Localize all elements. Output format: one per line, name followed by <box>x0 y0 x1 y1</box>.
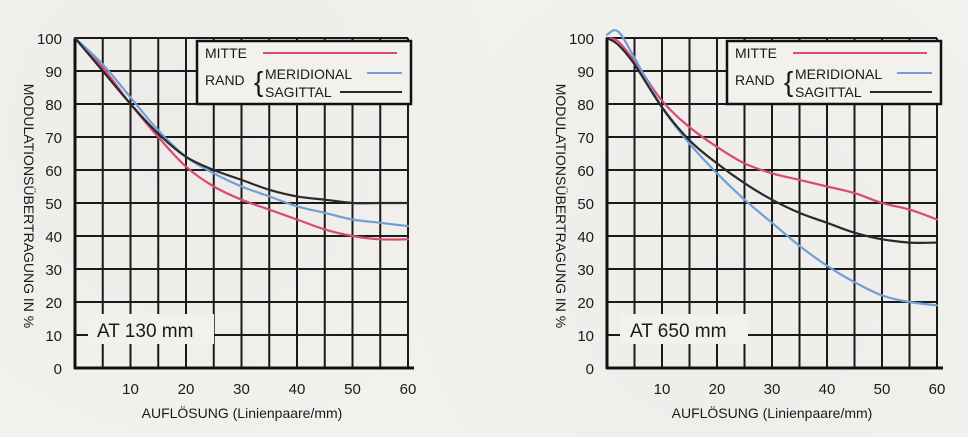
y-tick-label: 40 <box>45 229 62 246</box>
y-tick-label: 30 <box>577 262 594 279</box>
y-tick-label: 0 <box>586 361 594 378</box>
legend-label-meridional: MERIDIONAL <box>795 66 882 82</box>
x-tick-label: 50 <box>874 381 891 398</box>
chart-1: 0 10 20 30 40 50 60 70 80 90 100 10 20 30 40 50 60 AUFLÖS… <box>21 31 416 421</box>
x-tick-label: 60 <box>929 381 946 398</box>
y-tick-label: 80 <box>45 97 62 114</box>
annotation-background <box>88 314 214 344</box>
y-tick-label: 30 <box>45 262 62 279</box>
legend-label-meridional: MERIDIONAL <box>265 66 352 82</box>
legend-label-mitte: MITTE <box>205 45 247 61</box>
x-axis-label: AUFLÖSUNG (Linienpaare/mm) <box>672 404 873 421</box>
legend: MITTE RAND {MERIDIONAL SAGITTAL <box>195 39 413 106</box>
y-tick-label: 60 <box>577 163 594 180</box>
y-tick-label: 20 <box>45 295 62 312</box>
legend-label-mitte: MITTE <box>735 45 777 61</box>
x-axis-label: AUFLÖSUNG (Linienpaare/mm) <box>142 404 343 421</box>
x-tick-label: 60 <box>400 381 417 398</box>
x-tick-label: 10 <box>654 381 671 398</box>
y-tick-label: 100 <box>37 31 62 48</box>
x-tick-label: 40 <box>819 381 836 398</box>
y-tick-label: 80 <box>577 97 594 114</box>
y-tick-label: 100 <box>569 31 594 48</box>
y-tick-label: 50 <box>577 196 594 213</box>
series-line-sagittal <box>73 36 410 205</box>
y-tick-label: 60 <box>45 163 62 180</box>
annotation-background <box>620 314 748 344</box>
y-tick-label: 70 <box>577 130 594 147</box>
legend-brace: { <box>254 66 263 97</box>
legend-label-rand: RAND <box>735 72 775 88</box>
series-line-mitte <box>605 36 939 221</box>
y-tick-label: 0 <box>54 361 62 378</box>
y-tick-label: 90 <box>577 64 594 81</box>
y-axis-label: MODULATIONSÜBERTRAGUNG IN % <box>553 84 570 329</box>
focal-length-annotation: AT 130 mm <box>97 321 193 342</box>
y-tick-label: 20 <box>577 295 594 312</box>
y-tick-label: 10 <box>45 328 62 345</box>
y-tick-label: 10 <box>577 328 594 345</box>
focal-length-annotation: AT 650 mm <box>630 321 726 342</box>
legend-brace: { <box>784 66 793 97</box>
y-tick-label: 40 <box>577 229 594 246</box>
y-tick-label: 50 <box>45 196 62 213</box>
legend-label-sagittal: SAGITTAL <box>265 84 332 100</box>
x-tick-label: 20 <box>178 381 195 398</box>
x-tick-label: 30 <box>764 381 781 398</box>
y-tick-label: 70 <box>45 130 62 147</box>
x-tick-label: 50 <box>344 381 361 398</box>
series-line-meridional <box>605 29 939 307</box>
x-tick-label: 10 <box>122 381 139 398</box>
x-tick-label: 30 <box>233 381 250 398</box>
x-tick-label: 20 <box>709 381 726 398</box>
legend-label-sagittal: SAGITTAL <box>795 84 862 100</box>
y-tick-label: 90 <box>45 64 62 81</box>
legend-label-rand: RAND <box>205 72 245 88</box>
legend: MITTE RAND {MERIDIONAL SAGITTAL <box>725 39 943 106</box>
y-axis-label: MODULATIONSÜBERTRAGUNG IN % <box>21 84 38 329</box>
series-line-meridional <box>73 36 410 228</box>
x-tick-label: 40 <box>289 381 306 398</box>
series-line-sagittal <box>605 36 939 244</box>
chart-2: 0 10 20 30 40 50 60 70 80 90 100 10 20 30 40 50 60 AUFLÖS… <box>553 29 946 421</box>
